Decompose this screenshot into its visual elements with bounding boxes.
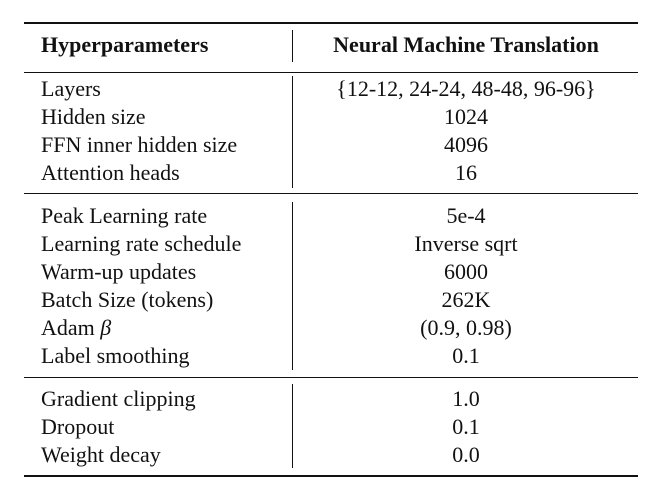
row-dropout-value: 0.1 — [452, 414, 480, 439]
row-label-smoothing-value: 0.1 — [452, 343, 480, 368]
row-hidden-size-value: 1024 — [444, 104, 488, 129]
column-divider-section-1 — [292, 76, 293, 188]
header-rule — [24, 72, 638, 73]
column-divider-section-2 — [292, 202, 293, 370]
row-batch-size-value: 262K — [441, 287, 491, 312]
row-adam-label: Adam — [41, 315, 95, 340]
row-warm-up-updates-value: 6000 — [444, 259, 488, 284]
header-hyperparameters: Hyperparameters — [41, 32, 209, 57]
row-adam-beta-name: Adam β — [41, 314, 281, 342]
row-batch-size-name: Batch Size (tokens) — [41, 287, 214, 312]
beta-symbol: β — [100, 315, 112, 340]
row-weight-decay-value: 0.0 — [452, 442, 480, 467]
row-weight-decay-name: Weight decay — [41, 442, 161, 467]
header-neural-machine-translation: Neural Machine Translation — [333, 32, 599, 57]
row-ffn-inner-hidden-size-name: FFN inner hidden size — [41, 132, 238, 157]
row-hidden-size-name: Hidden size — [41, 104, 146, 129]
row-attention-heads-name: Attention heads — [41, 160, 180, 185]
row-peak-learning-rate-value: 5e-4 — [446, 203, 486, 228]
row-label-smoothing-name: Label smoothing — [41, 343, 190, 368]
row-learning-rate-schedule-name: Learning rate schedule — [41, 231, 242, 256]
section-rule-2 — [24, 377, 638, 378]
row-warm-up-updates-name: Warm-up updates — [41, 259, 197, 284]
row-dropout-name: Dropout — [41, 414, 115, 439]
row-adam-beta-value: (0.9, 0.98) — [420, 315, 512, 340]
column-divider-section-3 — [292, 384, 293, 468]
hyperparameter-table: Hyperparameters Neural Machine Translati… — [24, 22, 638, 478]
row-peak-learning-rate-name: Peak Learning rate — [41, 203, 208, 228]
row-gradient-clipping-name: Gradient clipping — [41, 386, 196, 411]
top-rule — [24, 22, 638, 24]
row-attention-heads-value: 16 — [455, 160, 477, 185]
row-layers-name: Layers — [41, 76, 101, 101]
row-learning-rate-schedule-value: Inverse sqrt — [414, 231, 518, 256]
row-gradient-clipping-value: 1.0 — [452, 386, 480, 411]
section-rule-1 — [24, 193, 638, 194]
row-ffn-inner-hidden-size-value: 4096 — [444, 132, 488, 157]
bottom-rule — [24, 475, 638, 477]
row-layers-value: {12-12, 24-24, 48-48, 96-96} — [336, 76, 596, 101]
column-divider-header — [292, 30, 293, 62]
